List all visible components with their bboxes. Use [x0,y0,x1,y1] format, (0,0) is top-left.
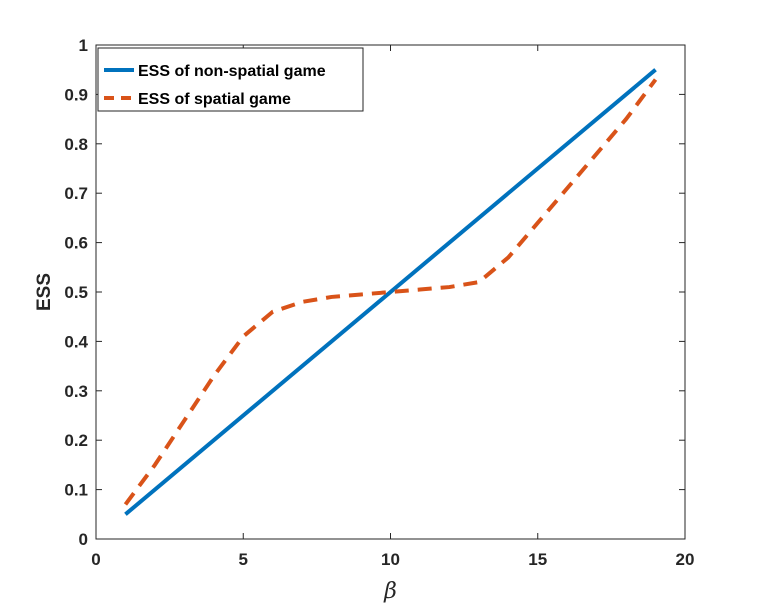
y-tick-label: 0.7 [64,184,88,203]
legend-box [97,47,364,112]
y-tick-label: 0 [79,530,88,549]
y-tick-label: 0.6 [64,234,88,253]
y-axis-label: ESS [34,273,55,311]
y-tick-label: 0.4 [64,332,88,351]
axes-layer [95,44,686,540]
legend-label-1: ESS of non-spatial game [138,63,326,80]
y-tick-label: 0.2 [64,431,88,450]
x-tick-label: 10 [381,550,400,569]
legend-label-2: ESS of spatial game [138,91,291,108]
x-tick-label: 0 [91,550,100,569]
y-tick-label: 1 [79,36,88,55]
y-tick-label: 0.3 [64,382,88,401]
y-tick-label: 0.9 [64,85,88,104]
x-tick-label: 5 [239,550,248,569]
legend: ESS of non-spatial game ESS of spatial ga… [97,47,364,112]
y-tick-label: 0.8 [64,135,88,154]
x-tick-label: 15 [528,550,547,569]
series-line-2 [123,78,658,506]
x-axis-label: β [383,579,397,604]
series-layer [123,68,658,516]
tick-labels: 0 5 10 15 20 0 0.1 0.2 0.3 0.4 0.5 0.6 0.7 0.8 0.9 1 [64,36,694,569]
series-line-1 [124,68,657,516]
x-tick-label: 20 [676,550,695,569]
y-tick-label: 0.1 [64,481,88,500]
y-tick-label: 0.5 [64,283,88,302]
